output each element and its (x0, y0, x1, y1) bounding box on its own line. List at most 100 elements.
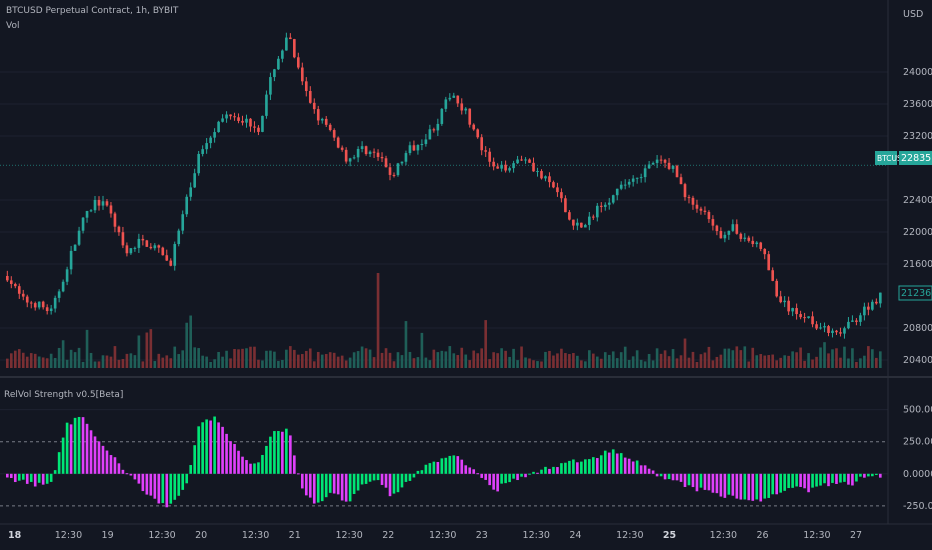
candle-body[interactable] (113, 213, 117, 227)
candle-body[interactable] (289, 37, 292, 40)
candle-body[interactable] (619, 184, 623, 189)
candle-body[interactable] (695, 204, 699, 209)
candle-body[interactable] (336, 137, 340, 148)
candle-body[interactable] (448, 97, 452, 100)
candle-body[interactable] (576, 222, 579, 226)
candle-body[interactable] (97, 199, 101, 206)
candle-body[interactable] (631, 178, 635, 182)
candle-body[interactable] (185, 196, 189, 215)
candle-body[interactable] (807, 316, 810, 318)
candle-body[interactable] (233, 116, 236, 118)
candle-body[interactable] (221, 118, 224, 122)
candle-body[interactable] (153, 245, 157, 249)
candle-body[interactable] (536, 171, 539, 173)
candle-body[interactable] (157, 245, 161, 248)
candle-body[interactable] (308, 90, 312, 103)
candle-body[interactable] (719, 231, 723, 239)
candle-body[interactable] (591, 216, 595, 218)
candle-body[interactable] (835, 330, 838, 333)
candle-body[interactable] (273, 69, 276, 78)
candle-body[interactable] (599, 205, 603, 207)
candle-body[interactable] (528, 159, 531, 163)
candle-body[interactable] (663, 159, 667, 163)
candle-body[interactable] (265, 94, 268, 116)
candle-body[interactable] (512, 163, 515, 169)
candle-body[interactable] (520, 159, 523, 161)
candle-body[interactable] (209, 137, 212, 144)
candle-body[interactable] (572, 219, 575, 226)
candle-body[interactable] (225, 114, 228, 119)
candle-body[interactable] (304, 81, 308, 91)
candle-body[interactable] (452, 95, 456, 98)
candle-body[interactable] (93, 199, 97, 211)
candle-body[interactable] (791, 308, 794, 312)
candle-body[interactable] (197, 153, 200, 174)
candle-body[interactable] (213, 132, 216, 138)
candle-body[interactable] (25, 296, 29, 303)
indicator-legend[interactable]: RelVol Strength v0.5[Beta] (4, 390, 123, 400)
candle-body[interactable] (655, 159, 659, 163)
candle-body[interactable] (476, 129, 480, 138)
candle-body[interactable] (731, 224, 735, 231)
candle-body[interactable] (440, 108, 444, 124)
candle-body[interactable] (723, 234, 727, 239)
candle-body[interactable] (277, 58, 280, 70)
candle-body[interactable] (851, 320, 854, 322)
candle-body[interactable] (779, 296, 782, 303)
candle-body[interactable] (125, 245, 129, 254)
candle-body[interactable] (739, 233, 743, 239)
candle-body[interactable] (217, 121, 220, 133)
candle-body[interactable] (727, 230, 731, 235)
candle-body[interactable] (759, 242, 763, 249)
candle-body[interactable] (639, 177, 643, 179)
candle-body[interactable] (149, 246, 153, 249)
candle-body[interactable] (508, 168, 511, 171)
candle-body[interactable] (795, 308, 798, 315)
candle-body[interactable] (81, 217, 85, 231)
candle-body[interactable] (344, 149, 348, 162)
candle-body[interactable] (424, 139, 428, 144)
candle-body[interactable] (61, 281, 65, 292)
candle-body[interactable] (811, 316, 814, 325)
candle-body[interactable] (89, 210, 93, 212)
candle-body[interactable] (396, 163, 400, 176)
candle-body[interactable] (53, 297, 57, 309)
candle-body[interactable] (241, 120, 244, 123)
candle-body[interactable] (380, 156, 384, 159)
candle-body[interactable] (879, 292, 882, 304)
candle-body[interactable] (340, 147, 344, 150)
candle-body[interactable] (257, 127, 260, 132)
candle-body[interactable] (867, 306, 870, 310)
candle-body[interactable] (823, 326, 826, 328)
candle-body[interactable] (711, 219, 715, 226)
candle-body[interactable] (647, 164, 651, 169)
candle-body[interactable] (316, 109, 320, 121)
candle-body[interactable] (436, 123, 440, 131)
candle-body[interactable] (743, 237, 747, 239)
candle-body[interactable] (165, 255, 169, 261)
candle-body[interactable] (595, 205, 599, 218)
candle-body[interactable] (189, 187, 193, 197)
indicator-axis[interactable]: 500.0000 250.0000 0.0000 -250.0000 (903, 405, 932, 512)
candle-body[interactable] (249, 118, 252, 127)
candle-body[interactable] (141, 238, 145, 241)
candle-body[interactable] (404, 153, 408, 162)
candle-body[interactable] (324, 118, 328, 125)
candle-body[interactable] (532, 162, 535, 172)
candle-body[interactable] (105, 201, 109, 206)
candle-body[interactable] (819, 327, 822, 329)
candle-body[interactable] (468, 108, 472, 125)
candle-body[interactable] (464, 108, 468, 111)
candle-body[interactable] (472, 124, 476, 130)
candle-body[interactable] (9, 280, 13, 284)
volume-legend[interactable]: Vol (6, 21, 19, 31)
candle-body[interactable] (320, 118, 324, 121)
candle-body[interactable] (428, 129, 432, 140)
time-axis[interactable]: 18 12:30 19 12:30 20 12:30 21 12:30 22 12:30 23 12:… (8, 530, 862, 541)
candle-body[interactable] (675, 165, 679, 178)
candle-body[interactable] (584, 224, 587, 228)
candle-body[interactable] (699, 208, 703, 211)
candle-body[interactable] (831, 330, 834, 333)
candle-body[interactable] (803, 317, 806, 319)
